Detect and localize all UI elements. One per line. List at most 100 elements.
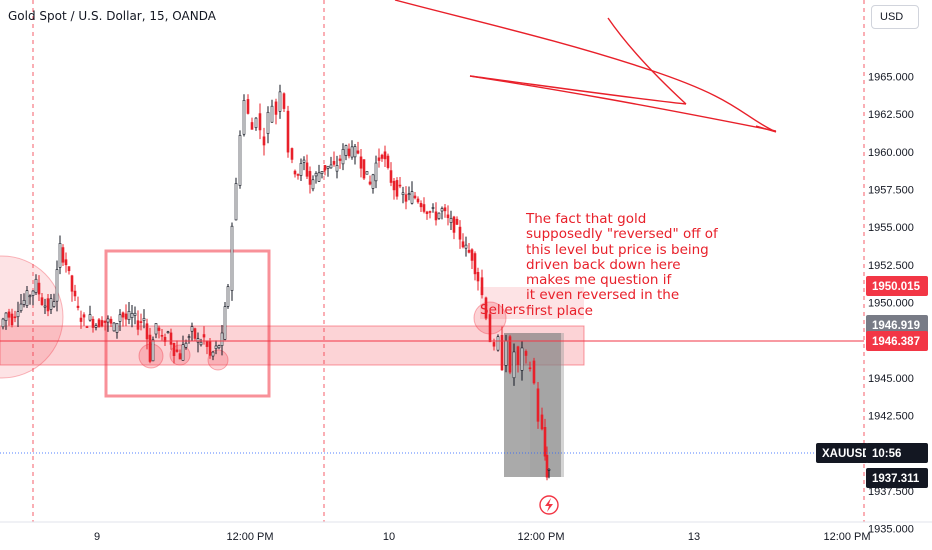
candle-body [85,326,89,328]
candle-body [290,148,294,160]
candle-body [106,318,110,323]
candle-body [455,218,459,225]
candle-body [302,159,306,163]
chart-grid [32,0,865,522]
candle-body [130,313,134,318]
candle-body [431,207,435,209]
annotation-line: The fact that gold [526,211,647,227]
candle-body [52,301,56,307]
last-price-tag-bg [866,468,928,488]
candle-body [395,180,399,197]
candle-body [169,332,173,345]
time-axis[interactable]: 9 12:00 PM 10 12:00 PM 13 12:00 PM [0,521,932,543]
annotation-line: makes me question if [526,272,672,289]
candle-body [278,91,282,112]
time-tick-label: 9 [94,531,100,543]
candle-body [61,247,65,263]
candle-body [190,326,194,332]
candle-body [103,320,107,323]
candle-body [512,351,516,379]
price-tag-upper: 1950.015 [872,281,921,293]
sellers-label: Sellers [480,302,525,318]
candle-body [422,204,426,212]
candle-body [317,172,321,182]
annotation-line: it even reversed in the [526,287,680,304]
candle-body [196,338,200,343]
price-axis[interactable]: 1965.000 1962.500 1960.000 1957.500 1955.000… [868,72,914,536]
candle-body [377,157,381,161]
candle-body [504,340,508,366]
candle-body [254,117,258,128]
candle-body [296,174,300,176]
symbol-tag: XAUUSD [822,448,871,460]
candle-body [359,156,363,169]
countdown-tag-bg [866,443,928,463]
price-tags: 1950.015 1946.919 1946.387 XAUUSD 10:56 1937.… [816,276,928,488]
candle-body [242,100,246,135]
candle-body [148,334,152,362]
candle-body [151,339,155,362]
candle-body [166,331,170,334]
range-box [104,249,271,398]
candle-body [220,332,224,346]
candle-body [282,93,286,109]
freehand-arrow [469,75,687,105]
candle-body [540,414,544,430]
candle-body [262,136,266,146]
candle-body [368,181,372,185]
candle-body [100,320,104,327]
support-zone [0,325,585,366]
candle-body [434,211,438,221]
candle-body [160,335,164,337]
price-tick-label: 1942.500 [868,411,914,423]
candle-body [528,367,532,370]
candle-body [524,351,528,356]
candle-body [193,328,197,339]
candle-body [329,164,333,169]
annotation-line: driven back down here [526,256,681,273]
candle-body [58,243,62,268]
candle-body [226,286,230,307]
candle-body [476,271,480,282]
currency-selector[interactable]: USD [871,5,919,29]
candle-body [94,325,98,328]
time-tick-label: 12:00 PM [823,531,870,543]
candle-body [40,297,44,306]
candle-body [223,306,227,340]
candle-body [73,290,77,297]
time-tick-label: 12:00 PM [517,531,564,543]
candle-body [332,161,336,165]
candle-body [413,195,417,199]
candle-body [520,347,524,371]
candle-body [341,149,345,165]
candle-body [545,455,549,478]
freehand-arrow [469,75,777,132]
candle-body [109,318,113,324]
candle-body [480,277,484,296]
price-tag-mid: 1946.919 [872,320,920,332]
candle-body [7,311,11,318]
candle-body [217,345,221,349]
price-tick-label: 1962.500 [868,109,914,121]
candle-body [208,341,212,356]
price-tick-label: 1950.000 [868,298,914,310]
candle-body [401,192,405,195]
annotation-line: this level but price is being [526,241,709,258]
candle-body [323,165,327,171]
candle-body [112,322,116,332]
freehand-arrow [607,17,687,105]
candle-body [410,191,414,204]
candle-body [67,266,71,272]
candle-body [407,193,411,196]
candle-body [91,318,95,328]
candle-body [157,327,161,331]
price-tick-label: 1937.500 [868,486,914,498]
candle-body [398,184,402,187]
candle-body [383,151,387,160]
candle-body [43,305,47,308]
candle-body [46,298,50,312]
candle-body [335,165,339,172]
symbol-tag-bg [816,443,868,463]
candle-body [49,298,53,310]
